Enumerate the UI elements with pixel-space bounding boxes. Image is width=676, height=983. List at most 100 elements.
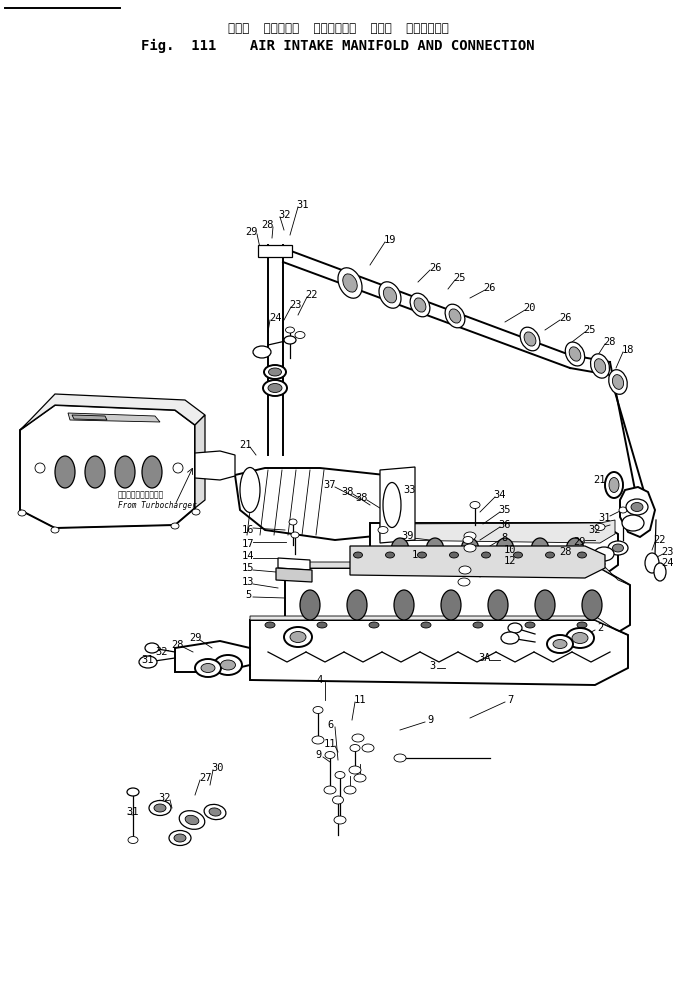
Ellipse shape <box>496 538 514 562</box>
Polygon shape <box>72 415 107 420</box>
Text: 29: 29 <box>574 537 586 547</box>
Ellipse shape <box>547 635 573 653</box>
Polygon shape <box>68 413 160 422</box>
Ellipse shape <box>51 527 59 533</box>
Text: 6: 6 <box>327 720 333 730</box>
Ellipse shape <box>139 656 157 668</box>
Ellipse shape <box>426 538 444 562</box>
Ellipse shape <box>626 499 648 515</box>
Text: 22: 22 <box>654 535 667 545</box>
Ellipse shape <box>354 552 362 558</box>
Ellipse shape <box>461 538 479 562</box>
Text: 7: 7 <box>507 695 513 705</box>
Ellipse shape <box>645 553 659 573</box>
Ellipse shape <box>501 632 519 644</box>
Ellipse shape <box>335 772 345 779</box>
Ellipse shape <box>524 332 536 346</box>
Text: 31: 31 <box>599 513 611 523</box>
Ellipse shape <box>385 552 395 558</box>
Text: 31: 31 <box>127 807 139 817</box>
Ellipse shape <box>268 383 282 392</box>
Ellipse shape <box>268 368 281 376</box>
Ellipse shape <box>458 578 470 586</box>
Ellipse shape <box>290 631 306 643</box>
Text: 2: 2 <box>597 623 603 633</box>
Ellipse shape <box>608 541 628 555</box>
Ellipse shape <box>473 622 483 628</box>
Ellipse shape <box>291 532 299 538</box>
Ellipse shape <box>391 538 409 562</box>
Ellipse shape <box>612 375 623 389</box>
Ellipse shape <box>85 456 105 488</box>
Polygon shape <box>235 468 400 540</box>
Ellipse shape <box>128 837 138 843</box>
Ellipse shape <box>289 519 297 525</box>
Ellipse shape <box>514 552 523 558</box>
Ellipse shape <box>577 552 587 558</box>
Text: 10: 10 <box>504 545 516 555</box>
Text: 28: 28 <box>172 640 185 650</box>
Ellipse shape <box>240 468 260 512</box>
Text: エアー  インテーク  マニホールド  および  コネクション: エアー インテーク マニホールド および コネクション <box>228 22 448 34</box>
Text: 25: 25 <box>584 325 596 335</box>
Text: ターボチャージャから: ターボチャージャから <box>118 491 164 499</box>
Text: 17: 17 <box>242 539 254 549</box>
Text: 12: 12 <box>504 556 516 566</box>
Ellipse shape <box>464 544 476 552</box>
Ellipse shape <box>352 734 364 742</box>
Polygon shape <box>276 568 312 582</box>
Ellipse shape <box>380 562 390 569</box>
Ellipse shape <box>264 365 286 379</box>
Text: 22: 22 <box>306 290 318 300</box>
Ellipse shape <box>285 327 295 333</box>
Ellipse shape <box>173 463 183 473</box>
Text: 32: 32 <box>279 210 291 220</box>
Ellipse shape <box>394 754 406 762</box>
Ellipse shape <box>192 509 200 515</box>
Ellipse shape <box>595 524 605 531</box>
Ellipse shape <box>378 527 388 534</box>
Ellipse shape <box>572 632 588 644</box>
Text: 13: 13 <box>242 577 254 587</box>
Ellipse shape <box>379 282 401 309</box>
Ellipse shape <box>565 342 585 366</box>
Ellipse shape <box>312 736 324 744</box>
Text: 11: 11 <box>354 695 366 705</box>
Ellipse shape <box>174 834 186 842</box>
Text: 38: 38 <box>356 493 368 503</box>
Ellipse shape <box>546 552 554 558</box>
Ellipse shape <box>195 659 221 677</box>
Ellipse shape <box>115 456 135 488</box>
Ellipse shape <box>344 786 356 794</box>
Text: 3: 3 <box>429 661 435 671</box>
Ellipse shape <box>313 707 323 714</box>
Ellipse shape <box>169 831 191 845</box>
Ellipse shape <box>220 660 235 670</box>
Ellipse shape <box>566 538 584 562</box>
Text: 24: 24 <box>269 313 281 323</box>
Ellipse shape <box>410 293 430 317</box>
Text: 30: 30 <box>212 763 224 773</box>
Text: 29: 29 <box>189 633 201 643</box>
Ellipse shape <box>265 622 275 628</box>
Ellipse shape <box>569 347 581 361</box>
Ellipse shape <box>18 510 26 516</box>
Ellipse shape <box>612 544 623 552</box>
Text: 34: 34 <box>493 490 506 500</box>
Ellipse shape <box>338 267 362 298</box>
Text: 33: 33 <box>404 485 416 495</box>
Ellipse shape <box>185 815 199 825</box>
Text: 21: 21 <box>239 440 251 450</box>
Text: 4: 4 <box>317 675 323 685</box>
Ellipse shape <box>179 811 205 830</box>
Ellipse shape <box>333 796 343 804</box>
Text: 28: 28 <box>604 337 617 347</box>
Ellipse shape <box>595 560 605 567</box>
Ellipse shape <box>464 532 476 540</box>
Polygon shape <box>195 415 205 508</box>
Ellipse shape <box>594 359 606 374</box>
Ellipse shape <box>441 590 461 620</box>
Text: 26: 26 <box>484 283 496 293</box>
Ellipse shape <box>481 552 491 558</box>
Ellipse shape <box>619 507 627 513</box>
